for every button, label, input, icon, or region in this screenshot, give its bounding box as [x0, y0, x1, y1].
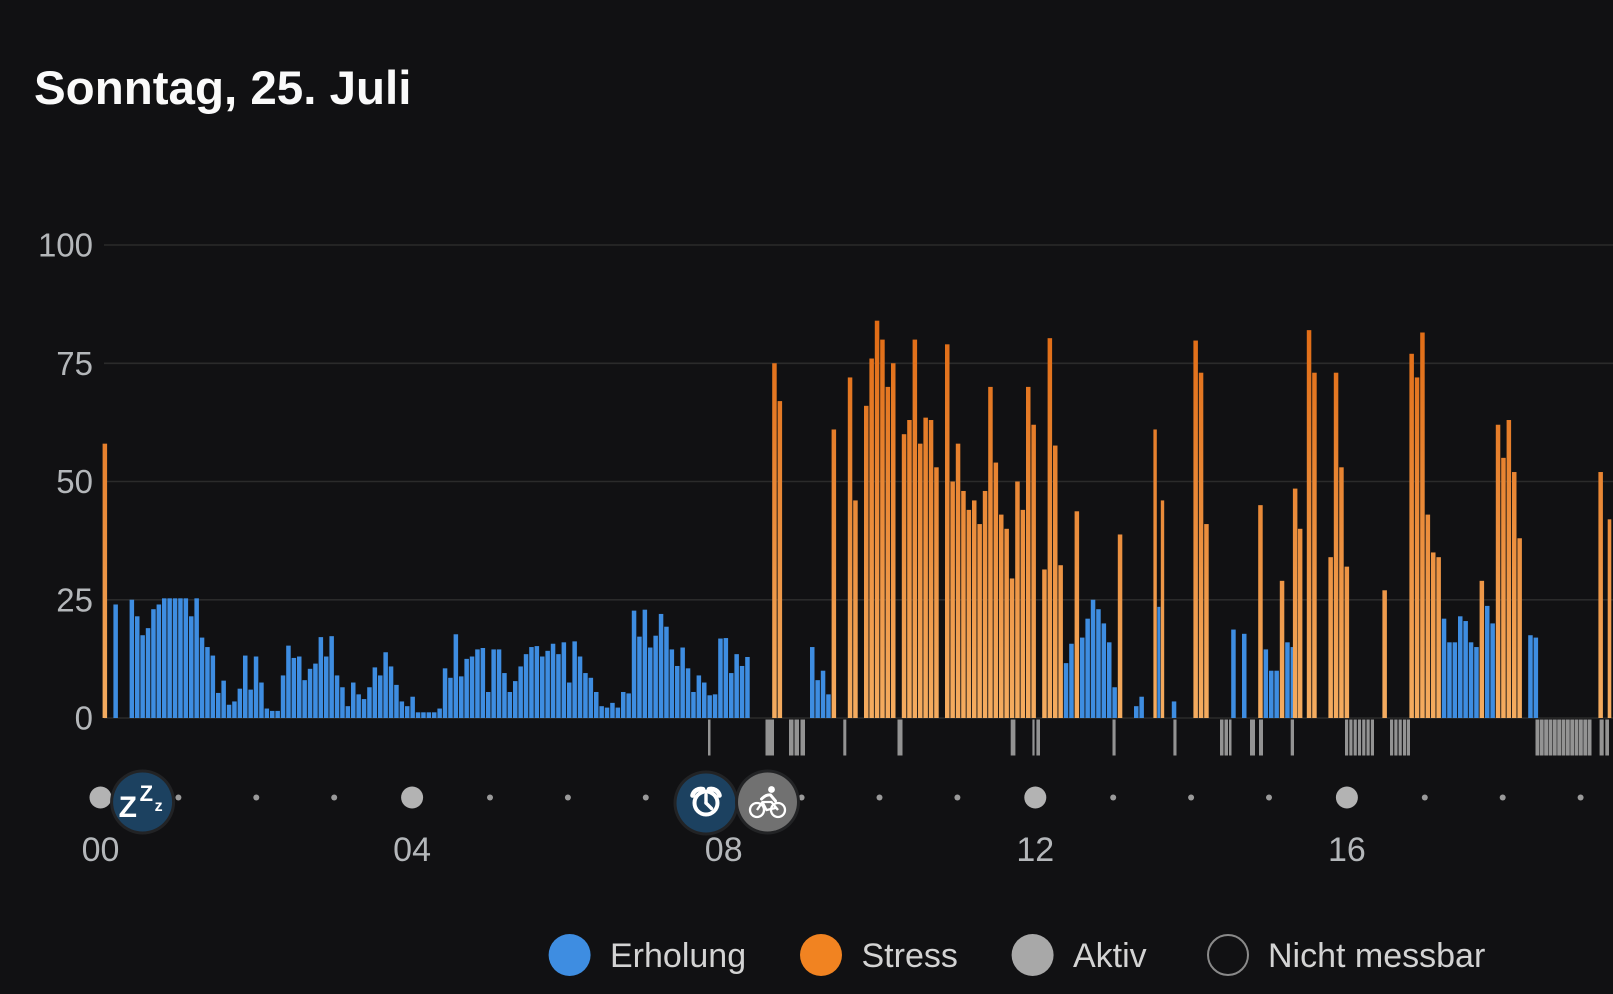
- svg-text:Erholung: Erholung: [610, 937, 746, 975]
- svg-text:Nicht messbar: Nicht messbar: [1268, 937, 1485, 975]
- svg-text:Stress: Stress: [862, 937, 958, 975]
- svg-text:Sonntag, 25. Juli: Sonntag, 25. Juli: [34, 62, 411, 115]
- svg-text:00: 00: [82, 831, 120, 869]
- svg-text:12: 12: [1016, 831, 1054, 869]
- svg-text:16: 16: [1328, 831, 1366, 869]
- svg-text:04: 04: [393, 831, 431, 869]
- svg-text:08: 08: [705, 831, 743, 869]
- svg-text:Aktiv: Aktiv: [1073, 937, 1147, 975]
- svg-text:25: 25: [56, 581, 93, 618]
- svg-text:Z: Z: [140, 781, 153, 806]
- svg-text:100: 100: [38, 227, 93, 264]
- svg-text:Z: Z: [119, 791, 137, 824]
- svg-text:50: 50: [56, 463, 93, 500]
- svg-text:z: z: [155, 798, 163, 815]
- svg-text:0: 0: [75, 700, 93, 737]
- svg-text:75: 75: [56, 345, 93, 382]
